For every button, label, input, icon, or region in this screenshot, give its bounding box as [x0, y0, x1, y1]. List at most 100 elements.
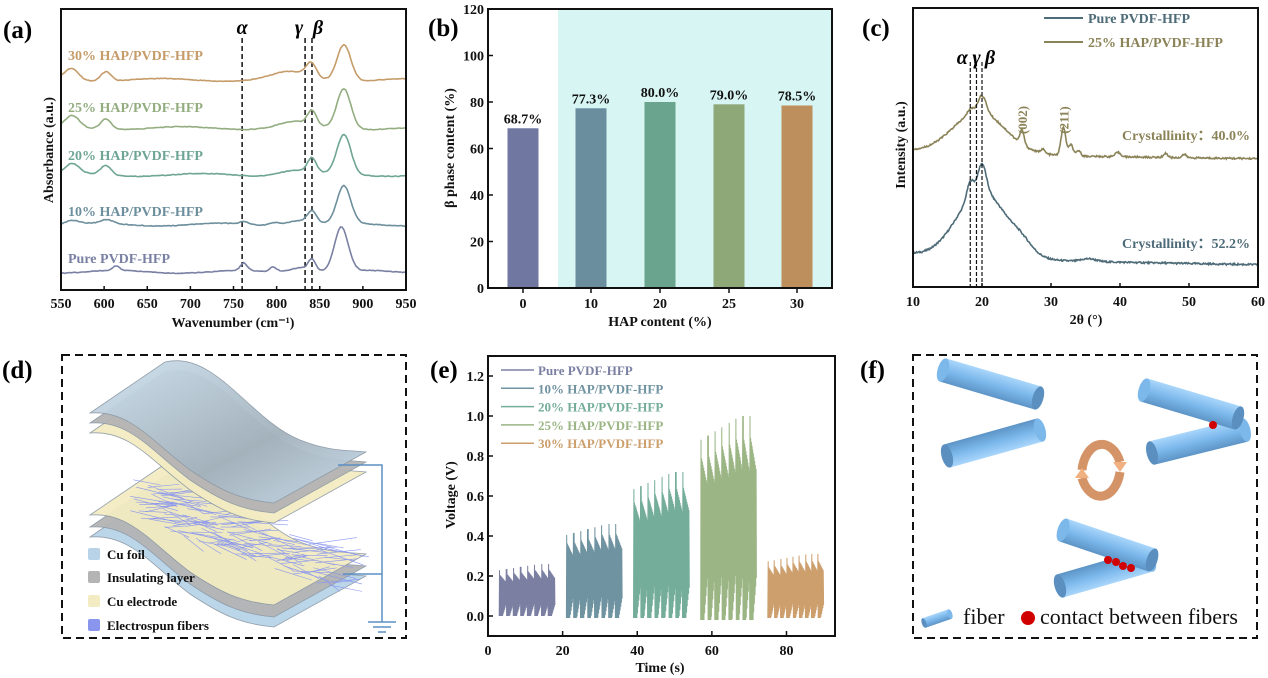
fiber-strand [262, 532, 298, 550]
fiber-strand [292, 546, 338, 550]
fiber-strand [169, 511, 216, 528]
fiber-strand [195, 537, 222, 555]
panel-e-voltage-chart: Pure PVDF-HFP 10% HAP/PVDF-HFP 20% HAP/PVD… [444, 355, 836, 676]
bar [713, 104, 745, 288]
x-tick-label: 30 [1044, 295, 1058, 310]
fiber-strand [277, 547, 303, 565]
legend-label: Electrospun fibers [107, 618, 209, 633]
x-tick-label: 550 [51, 297, 72, 312]
y-tick-label: 0.2 [467, 570, 485, 585]
fiber-strand [191, 522, 225, 531]
fiber-strand [167, 488, 194, 495]
fiber-strand [187, 508, 237, 517]
fiber-strand [148, 518, 183, 526]
fiber-strand [229, 528, 272, 536]
x-tick-label: 10 [906, 295, 920, 310]
x-axis-title: Time (s) [635, 661, 684, 676]
panel-label-b: (b) [428, 15, 459, 42]
fiber-cylinder [1056, 518, 1159, 572]
fiber-strand [328, 584, 363, 592]
legend-label: 30% HAP/PVDF-HFP [538, 436, 663, 451]
fiber-strand [324, 556, 355, 561]
cycle-arrow-top [1077, 439, 1125, 471]
fiber-strand [255, 552, 305, 567]
fiber-strand [286, 554, 308, 561]
legend-item-electrospun-fibers: Electrospun fibers [88, 618, 209, 633]
fiber-strand [201, 528, 226, 540]
x-tick-label: 900 [352, 297, 373, 312]
x-axis-title: HAP content (%) [608, 315, 712, 330]
fiber-strand [183, 501, 205, 515]
bar-data-label: 79.0% [710, 88, 749, 103]
cu-electrode-swatch [88, 595, 100, 607]
cylinder-back [1137, 378, 1151, 402]
legend-cylinder [921, 609, 953, 628]
cylinder-body [1149, 418, 1248, 465]
cycle-arrow-bottom [1077, 471, 1125, 501]
x-tick-label: 950 [396, 297, 417, 312]
fiber-strand [284, 547, 327, 553]
fiber-strand [195, 521, 217, 532]
cylinder-back [936, 358, 950, 382]
x-axis-title: 2θ (°) [1070, 313, 1103, 328]
y-tick-label: 0.8 [467, 450, 485, 465]
series-label: Pure PVDF-HFP [68, 252, 170, 267]
cylinder-end [921, 618, 927, 628]
x-tick-label: 40 [630, 644, 644, 659]
fiber-strand [289, 534, 313, 542]
marker-label: α [237, 17, 249, 39]
panel-label-c: (c) [862, 15, 890, 42]
cylinder-back [1056, 518, 1070, 542]
x-tick-label: 20 [653, 297, 667, 312]
series-line [60, 133, 407, 178]
panel-label-e: (e) [430, 357, 458, 384]
electrospun-fibers [130, 479, 369, 592]
fiber-strand [315, 542, 344, 549]
fiber-strand [244, 542, 284, 548]
panel-label-a: (a) [3, 17, 32, 44]
fiber-strand [326, 546, 365, 557]
panel-d-device-schematic: Cu foil Insulating layer Cu electrode El… [61, 354, 407, 639]
contact-point [1112, 558, 1120, 566]
x-tick-label: 20 [556, 644, 570, 659]
marker-label: β [312, 17, 324, 39]
electrospun-fibers-swatch [88, 619, 100, 631]
voltage-signal [498, 563, 556, 617]
fiber-strand [133, 479, 161, 486]
x-tick-label: 750 [223, 297, 244, 312]
legend-label: Pure PVDF-HFP [538, 363, 633, 378]
fiber-strand [216, 542, 254, 557]
x-tick-label: 0 [485, 644, 492, 659]
fiber-cylinder [1137, 378, 1245, 430]
series-label: 25% HAP/PVDF-HFP [68, 101, 203, 116]
hkl-annotation: (211) [1056, 106, 1071, 133]
y-tick-label: 0.0 [467, 610, 485, 625]
cylinder-end [940, 444, 954, 468]
marker-label: γ [972, 47, 981, 69]
fiber-strand [141, 517, 164, 520]
cylinder-body [939, 358, 1042, 410]
contact-point [1104, 556, 1112, 564]
fiber-strand [164, 526, 190, 538]
x-tick-label: 700 [180, 297, 201, 312]
fiber-strand [292, 570, 331, 573]
fiber-strand [328, 580, 353, 584]
voltage-signal [700, 415, 757, 621]
series-line [60, 43, 407, 83]
fiber-strand [248, 539, 271, 541]
series-line [60, 226, 407, 275]
fiber-strand [241, 522, 267, 537]
fiber-strand [308, 537, 358, 545]
fiber-strand [283, 565, 330, 582]
fiber-strand [136, 486, 184, 500]
legend-label: 20% HAP/PVDF-HFP [538, 400, 663, 415]
fiber-strand [316, 549, 361, 555]
cylinder-body [1059, 518, 1156, 572]
fiber-cylinder [1146, 418, 1251, 465]
x-tick-label: 800 [266, 297, 287, 312]
cu-foil-swatch [88, 548, 100, 560]
marker-label: γ [295, 17, 304, 39]
legend-label-contact: contact between fibers [1040, 604, 1238, 629]
x-tick-label: 0 [520, 297, 527, 312]
